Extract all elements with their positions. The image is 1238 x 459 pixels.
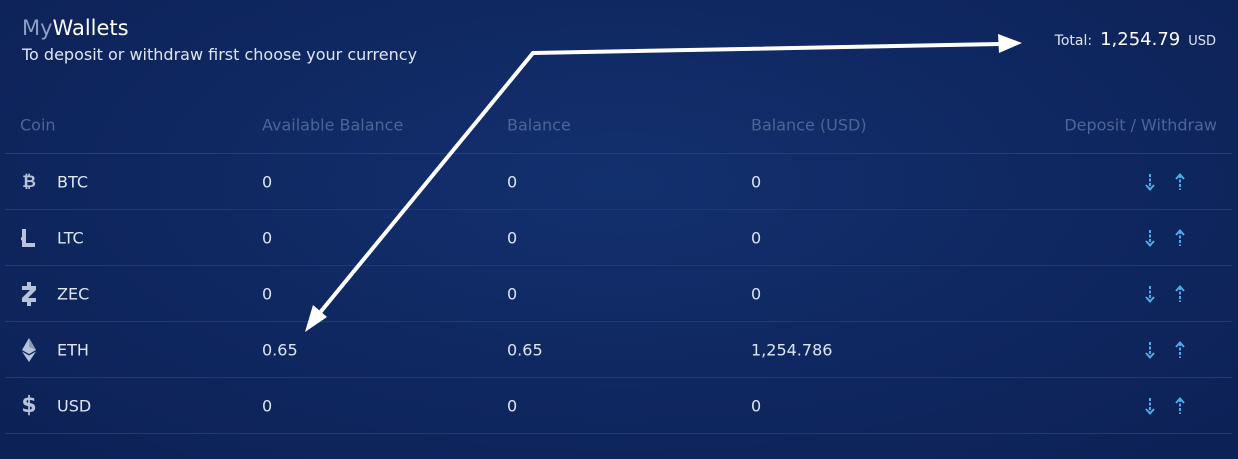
balance-usd: 0 (751, 228, 762, 247)
annotation-arrowhead-total (998, 34, 1022, 53)
coin-name: ETH (57, 340, 89, 359)
balance-usd: 0 (751, 396, 762, 415)
total-currency: USD (1188, 34, 1216, 49)
balance-usd: 0 (751, 284, 762, 303)
deposit-arrow-icon[interactable] (1141, 394, 1159, 418)
balance-usd: 1,254.786 (751, 340, 833, 359)
balance: 0 (507, 172, 518, 191)
deposit-withdraw-actions (1141, 226, 1189, 250)
deposit-withdraw-actions (1141, 338, 1189, 362)
balance: 0 (507, 284, 518, 303)
balance: 0.65 (507, 340, 543, 359)
bitcoin-icon: ₿ (22, 171, 36, 192)
coin-name: ZEC (57, 284, 90, 303)
litecoin-icon (19, 226, 39, 250)
available-balance: 0 (262, 284, 273, 303)
table-row[interactable]: ETH 0.65 0.65 1,254.786 (5, 322, 1232, 378)
available-balance: 0 (262, 172, 273, 191)
table-row[interactable]: LTC 0 0 0 (5, 210, 1232, 266)
ethereum-icon (19, 337, 39, 362)
withdraw-arrow-icon[interactable] (1171, 170, 1189, 194)
balance: 0 (507, 228, 518, 247)
deposit-arrow-icon[interactable] (1141, 226, 1159, 250)
zcash-icon (19, 281, 39, 306)
dollar-icon: $ (21, 392, 37, 418)
balance-usd: 0 (751, 172, 762, 191)
deposit-withdraw-actions (1141, 282, 1189, 306)
available-balance: 0.65 (262, 340, 298, 359)
page-subtitle: To deposit or withdraw first choose your… (22, 45, 418, 64)
balance: 0 (507, 396, 518, 415)
column-header-balance: Balance (507, 115, 571, 135)
deposit-withdraw-actions (1141, 394, 1189, 418)
total-balance: Total: 1,254.79 USD (1055, 29, 1216, 50)
available-balance: 0 (262, 396, 273, 415)
withdraw-arrow-icon[interactable] (1171, 282, 1189, 306)
title-main: Wallets (52, 16, 129, 40)
table-row[interactable]: ₿ BTC 0 0 0 (5, 154, 1232, 210)
table-row[interactable]: ZEC 0 0 0 (5, 266, 1232, 322)
coin-name: USD (57, 396, 92, 415)
total-value: 1,254.79 (1100, 29, 1181, 50)
wallets-table: Coin Available Balance Balance Balance (… (5, 103, 1232, 434)
deposit-arrow-icon[interactable] (1141, 170, 1159, 194)
withdraw-arrow-icon[interactable] (1171, 338, 1189, 362)
column-header-deposit-withdraw: Deposit / Withdraw (1064, 115, 1217, 135)
annotation-arrow-to-total (531, 42, 1002, 55)
coin-name: LTC (57, 228, 84, 247)
total-label: Total: (1054, 33, 1093, 49)
table-header: Coin Available Balance Balance Balance (… (5, 103, 1232, 154)
withdraw-arrow-icon[interactable] (1171, 394, 1189, 418)
deposit-arrow-icon[interactable] (1141, 338, 1159, 362)
withdraw-arrow-icon[interactable] (1171, 226, 1189, 250)
table-row[interactable]: $ USD 0 0 0 (5, 378, 1232, 434)
title-prefix: My (22, 16, 53, 40)
column-header-available-balance: Available Balance (262, 115, 404, 135)
page-title: MyWallets (22, 14, 129, 42)
column-header-coin: Coin (20, 115, 56, 135)
column-header-balance-usd: Balance (USD) (751, 115, 867, 135)
available-balance: 0 (262, 228, 273, 247)
deposit-arrow-icon[interactable] (1141, 282, 1159, 306)
deposit-withdraw-actions (1141, 170, 1189, 194)
coin-name: BTC (57, 172, 88, 191)
